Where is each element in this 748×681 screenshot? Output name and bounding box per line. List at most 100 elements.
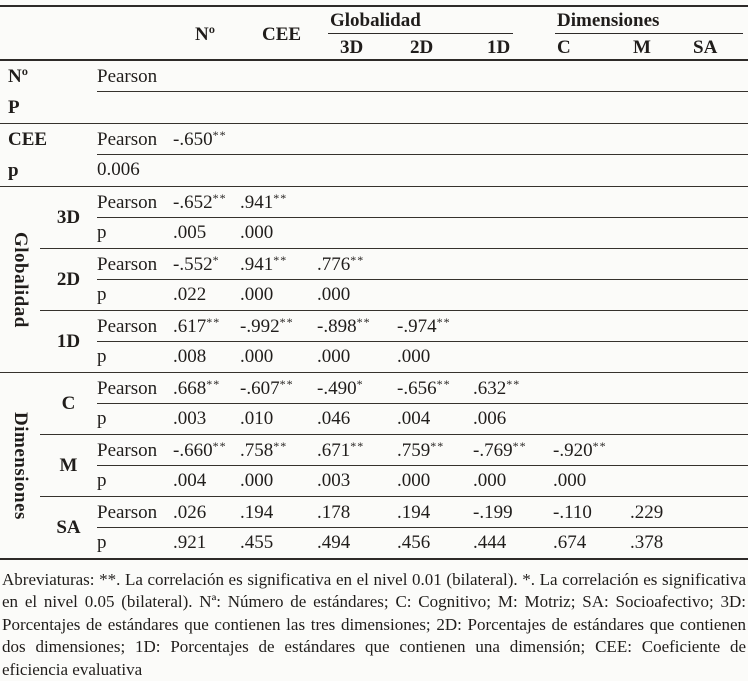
value-cell [173,61,240,91]
value-cell: .000 [397,346,431,367]
pearson-row: Pearson -.660** .758** .671** .759** -.7… [97,435,748,466]
header-spacer [0,7,173,59]
value-cell: .194 [397,502,431,523]
value-cell: .378 [630,532,664,553]
stat-label: p [97,408,107,429]
value-cell: .000 [240,346,274,367]
p-row: p .004 .000 .003 .000 .000 .000 [97,466,748,496]
row-label-2d: 2D [56,268,81,290]
value-cell: .008 [173,346,207,367]
value-cell: .046 [317,408,351,429]
group-label-globalidad: Globalidad [10,231,31,328]
value-cell: .000 [317,346,351,367]
value-cell: .444 [473,532,507,553]
correlation-table: Nº CEE Globalidad 3D 2D 1D Dimensiones C… [0,5,748,560]
table-footnote: Abreviaturas: **. La correlación es sign… [2,570,746,679]
col-header-m: M [633,36,651,58]
value-cell: .006 [473,408,507,429]
value-cell: .000 [317,284,351,305]
p-row: p .008 .000 .000 .000 [97,342,748,372]
p-row: p .003 .010 .046 .004 .006 [97,404,748,434]
pearson-row: Pearson .668** -.607** -.490* -.656** .6… [97,373,748,404]
row-label-n: Nº P [8,66,28,118]
value-cell: .000 [240,284,274,305]
value-cell: .776** [317,253,365,275]
stat-label: p [97,222,107,243]
col-group-globalidad: Globalidad 3D 2D 1D [317,7,553,59]
row-block-2d: 2D Pearson -.552* .941** .776** p .022 .… [40,248,748,310]
pearson-row: Pearson .617** -.992** -.898** -.974** [97,311,748,342]
value-cell: .026 [173,502,207,523]
col-header-n: Nº [195,24,215,45]
col-group-dimensiones: Dimensiones C M SA [553,7,748,59]
value-cell: .004 [173,470,207,491]
stat-label [97,92,173,122]
value-cell: .000 [397,470,431,491]
value-cell: .229 [630,502,664,523]
value-cell: -.656** [397,377,451,399]
group-header-globalidad: Globalidad [330,10,421,31]
value-cell: .759** [397,439,445,461]
row-label-m: M [59,454,78,476]
row-label-sa: SA [56,516,81,538]
row-block-n: Nº P Pearson [0,61,748,124]
value-cell: .941** [240,253,288,275]
subheader-row: 3D 2D 1D [317,34,553,59]
value-cell: .000 [553,470,587,491]
value-cell: .941** [240,191,288,213]
value-cell: .456 [397,532,431,553]
row-block-1d: 1D Pearson .617** -.992** -.898** -.974*… [40,310,748,372]
value-cell: -.992** [240,315,294,337]
row-block-sa: SA Pearson .026 .194 .178 .194 -.199 -.1… [40,496,748,558]
p-row: p .005 .000 [97,218,748,248]
value-cell: -.490* [317,377,364,399]
value-cell: .022 [173,284,207,305]
pearson-row: Pearson .026 .194 .178 .194 -.199 -.110 … [97,497,748,528]
group-rule [555,33,743,34]
row-block-c: C Pearson .668** -.607** -.490* -.656** … [40,373,748,434]
stat-label: Pearson [97,254,158,275]
row-label-cee: CEE p [8,129,48,181]
value-cell: .010 [240,408,274,429]
p-row: p .022 .000 .000 [97,280,748,310]
group-label-dimensiones: Dimensiones [10,411,31,520]
value-cell: -.552* [173,253,220,275]
row-block-3d: 3D Pearson -.652** .941** p .005 .000 [40,187,748,248]
value-cell: -.607** [240,377,294,399]
value-cell: .000 [240,222,274,243]
stat-label: 0.006 [97,159,140,180]
value-cell: .494 [317,532,351,553]
row-label-3d: 3D [56,206,81,228]
value-cell: .671** [317,439,365,461]
stat-label: Pearson [97,192,158,213]
pearson-row: Pearson -.552* .941** .776** [97,249,748,280]
value-cell: -.898** [317,315,371,337]
row-block-m: M Pearson -.660** .758** .671** .759** -… [40,434,748,496]
value-cell: .194 [240,502,274,523]
stat-label: Pearson [97,316,158,337]
pearson-row: Pearson -.652** .941** [97,187,748,218]
value-cell: .178 [317,502,351,523]
group-dimensiones: Dimensiones C Pearson .668** -.607** -.4… [0,372,748,558]
value-cell: .003 [173,408,207,429]
subheader-row: C M SA [553,34,748,59]
pearson-row: Pearson -.650** [97,124,748,155]
stat-label: Pearson [97,502,158,523]
p-row: 0.006 [97,155,748,185]
stat-label: p [97,284,107,305]
group-header-dimensiones: Dimensiones [557,10,660,31]
value-cell: .758** [240,439,288,461]
value-cell: -.974** [397,315,451,337]
p-row: p .921 .455 .494 .456 .444 .674 .378 [97,528,748,558]
row-label-c: C [61,392,76,414]
value-cell: .000 [240,470,274,491]
value-cell: .632** [473,377,521,399]
p-row [97,92,748,122]
stat-label: Pearson [97,378,158,399]
col-header-cee: CEE [262,24,302,45]
row-block-cee: CEE p Pearson -.650** 0.006 [0,124,748,187]
stat-label: Pearson [97,440,158,461]
value-cell: -.769** [473,439,527,461]
stat-label: Pearson [97,129,158,150]
